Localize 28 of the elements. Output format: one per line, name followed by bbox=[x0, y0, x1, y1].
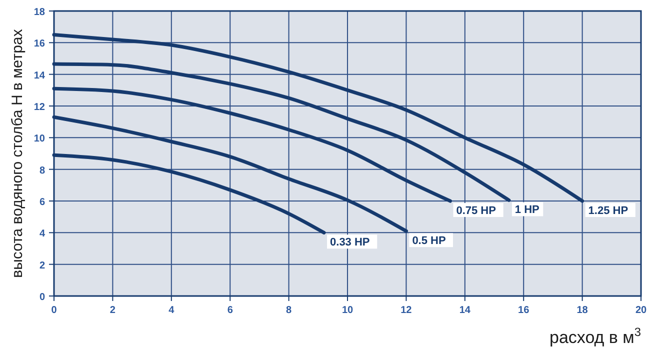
y-tick-label: 12 bbox=[34, 102, 46, 113]
y-tick-label: 8 bbox=[39, 165, 46, 176]
series-label: 0.33 HP bbox=[330, 236, 370, 249]
series-label: 1.25 HP bbox=[588, 205, 628, 217]
y-tick-label: 2 bbox=[39, 260, 46, 272]
y-tick-label: 6 bbox=[39, 197, 46, 208]
series-label: 0.75 HP bbox=[456, 205, 496, 217]
y-tick-label: 10 bbox=[34, 134, 46, 145]
y-tick-label: 16 bbox=[34, 38, 46, 50]
x-tick-label: 2 bbox=[110, 305, 116, 316]
x-tick-label: 0 bbox=[51, 305, 58, 316]
x-tick-label: 14 bbox=[459, 305, 471, 316]
y-tick-label: 4 bbox=[39, 228, 46, 240]
x-tick-label: 18 bbox=[576, 305, 588, 316]
x-tick-label: 8 bbox=[286, 305, 292, 316]
x-tick-label: 4 bbox=[168, 305, 175, 316]
series-label: 1 HP bbox=[514, 204, 540, 216]
x-tick-label: 10 bbox=[342, 305, 354, 316]
x-tick-label: 20 bbox=[635, 305, 647, 316]
y-tick-label: 14 bbox=[34, 70, 46, 82]
series-label: 0.5 HP bbox=[412, 235, 446, 248]
x-axis-title: расход в м$^{3}$ bbox=[549, 325, 642, 347]
x-tick-label: 12 bbox=[400, 305, 412, 316]
y-tick-label: 0 bbox=[39, 292, 46, 303]
x-tick-label: 16 bbox=[518, 305, 530, 316]
x-tick-label: 6 bbox=[227, 305, 234, 316]
y-axis-title: высота водяного столба Н в метрах bbox=[9, 28, 26, 278]
y-tick-label: 18 bbox=[34, 7, 46, 18]
